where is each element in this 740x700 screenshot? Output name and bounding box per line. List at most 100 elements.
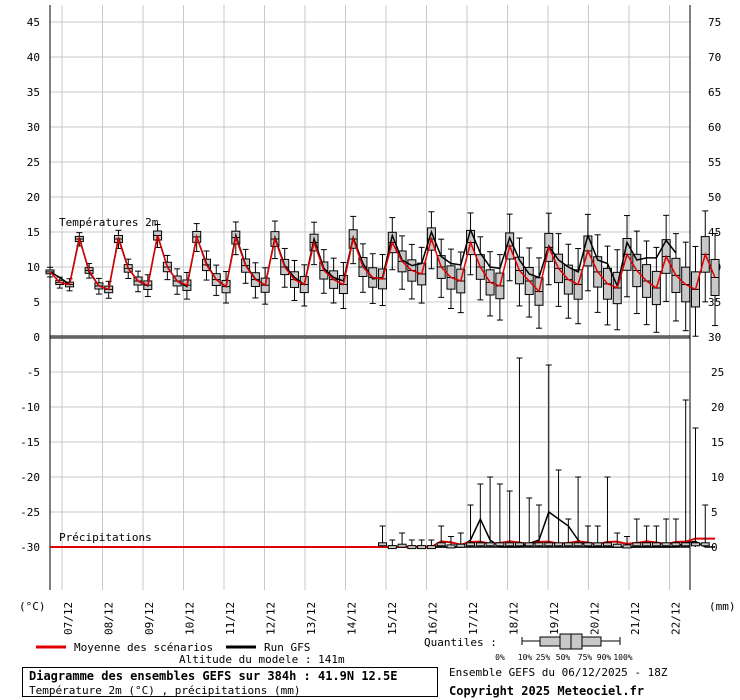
y-tick-label-right: 60 xyxy=(708,121,721,134)
quantile-tick: 50% xyxy=(556,653,571,662)
y-tick-label-right: 75 xyxy=(708,16,721,29)
y-tick-label-right: 45 xyxy=(708,226,721,239)
quantile-tick: 75% xyxy=(578,653,593,662)
precip-box xyxy=(593,542,603,547)
quantiles-label: Quantiles : xyxy=(424,636,497,649)
copyright-text: Copyright 2025 Meteociel.fr xyxy=(449,684,645,698)
legend: Moyenne des scénarios Run GFS xyxy=(36,641,310,654)
y-tick-label: 25 xyxy=(27,156,40,169)
quantile-tick-labels: 0% 10% 25% 50% 75% 90% 100% xyxy=(495,653,633,662)
precip-box xyxy=(495,542,505,547)
precip-box xyxy=(466,542,476,547)
y-tick-label-right: 30 xyxy=(708,331,721,344)
y-tick-label: -25 xyxy=(20,506,40,519)
precip-box xyxy=(651,542,661,547)
x-date-label: 20/12 xyxy=(589,602,602,635)
precip-box xyxy=(671,542,681,547)
precip-box xyxy=(544,542,554,547)
precip-box xyxy=(387,545,397,550)
x-date-labels: 07/12 08/12 09/12 10/12 11/12 12/12 13/12 14/12… xyxy=(62,602,683,635)
y-tick-label: 20 xyxy=(27,191,40,204)
precip-box xyxy=(505,542,515,547)
y-tick-label: -30 xyxy=(20,541,40,554)
precip-box xyxy=(632,542,642,547)
y-tick-label: 15 xyxy=(27,226,40,239)
right-unit-label: (mm) xyxy=(709,600,736,613)
x-date-label: 12/12 xyxy=(265,602,278,635)
y-tick-label-right: 55 xyxy=(708,156,721,169)
quantile-tick: 10% xyxy=(518,653,533,662)
precip-box xyxy=(622,544,632,549)
precip-box xyxy=(524,542,534,547)
x-date-label: 17/12 xyxy=(467,602,480,635)
footer-title-box xyxy=(22,667,438,697)
quantile-tick: 0% xyxy=(495,653,505,662)
quantile-tick: 25% xyxy=(536,653,551,662)
precip-box xyxy=(514,542,524,547)
precip-box xyxy=(378,542,388,547)
precip-box xyxy=(475,542,485,547)
quantile-tick: 90% xyxy=(597,653,612,662)
altitude-text: Altitude du modele : 141m xyxy=(179,653,345,666)
precip-box xyxy=(661,542,671,547)
precipitation-boxes xyxy=(378,357,710,550)
precip-box xyxy=(485,542,495,547)
temperature-panel-label: Températures 2m xyxy=(59,216,159,229)
footer-title: Diagramme des ensembles GEFS sur 384h : … xyxy=(29,669,398,683)
y-tick-label-right: 20 xyxy=(711,401,724,414)
precip-box xyxy=(642,542,652,547)
y-tick-label: -5 xyxy=(27,366,40,379)
left-unit-label: (°C) xyxy=(19,600,46,613)
precip-box xyxy=(417,545,427,550)
y-tick-label-right: 15 xyxy=(711,436,724,449)
tick-labels: 45403530252015105075706560555045403530-5… xyxy=(20,16,724,554)
grid xyxy=(50,5,690,590)
y-tick-label-right: 5 xyxy=(711,506,718,519)
y-tick-label: 5 xyxy=(33,296,40,309)
y-tick-label: 10 xyxy=(27,261,40,274)
x-date-label: 09/12 xyxy=(143,602,156,635)
precip-box xyxy=(446,544,456,549)
x-date-label: 19/12 xyxy=(548,602,561,635)
x-date-label: 13/12 xyxy=(305,602,318,635)
y-tick-label: 45 xyxy=(27,16,40,29)
footer-subtitle: Température 2m (°C) , précipitations (mm… xyxy=(29,684,301,697)
quantile-tick: 100% xyxy=(613,653,632,662)
x-date-label: 08/12 xyxy=(103,602,116,635)
x-date-label: 15/12 xyxy=(386,602,399,635)
legend-gfs-label: Run GFS xyxy=(264,641,310,654)
precip-box xyxy=(700,542,710,547)
y-tick-label-right: 65 xyxy=(708,86,721,99)
y-tick-label: -10 xyxy=(20,401,40,414)
y-tick-label-right: 10 xyxy=(711,471,724,484)
y-tick-label: 30 xyxy=(27,121,40,134)
precip-box xyxy=(397,543,407,548)
y-tick-label: 40 xyxy=(27,51,40,64)
precip-box xyxy=(554,542,564,547)
precip-box xyxy=(681,542,691,547)
x-date-label: 11/12 xyxy=(224,602,237,635)
y-tick-label: -20 xyxy=(20,471,40,484)
quantiles-key: Quantiles : xyxy=(424,633,621,650)
panel-labels: Températures 2m Précipitations (°C) (mm) xyxy=(19,216,736,613)
y-tick-label: 35 xyxy=(27,86,40,99)
precip-box xyxy=(612,543,622,548)
y-tick-label: 0 xyxy=(33,331,40,344)
mean-line xyxy=(49,234,716,294)
ensemble-run-text: Ensemble GEFS du 06/12/2025 - 18Z xyxy=(449,666,668,679)
precip-box xyxy=(436,542,446,547)
x-date-label: 22/12 xyxy=(670,602,683,635)
precip-box xyxy=(690,542,700,547)
precipitation-panel-label: Précipitations xyxy=(59,531,152,544)
x-date-label: 21/12 xyxy=(629,602,642,635)
y-tick-label-right: 50 xyxy=(708,191,721,204)
legend-mean-label: Moyenne des scénarios xyxy=(74,641,213,654)
precip-box xyxy=(583,542,593,547)
precip-box xyxy=(534,542,544,547)
precip-box xyxy=(407,545,417,550)
y-tick-label-right: 70 xyxy=(708,51,721,64)
x-date-label: 07/12 xyxy=(62,602,75,635)
precip-box xyxy=(456,543,466,548)
precip-box xyxy=(563,542,573,547)
